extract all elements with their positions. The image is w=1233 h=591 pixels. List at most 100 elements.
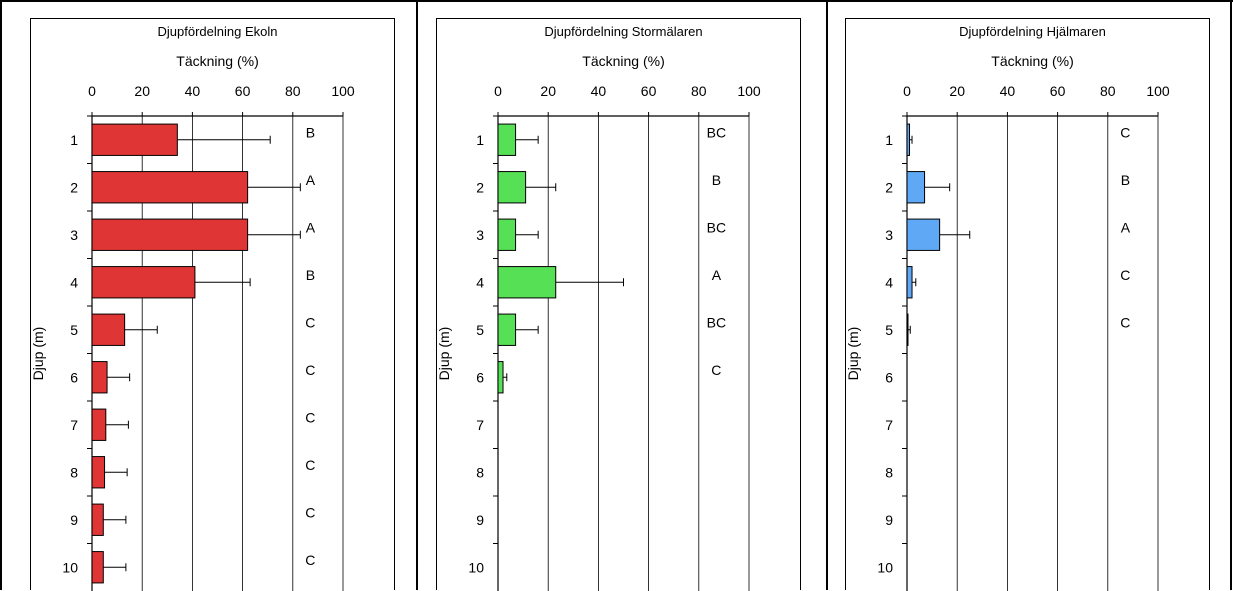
significance-letter: A (306, 172, 316, 188)
y-tick-label: 9 (476, 512, 484, 528)
y-tick-label: 10 (877, 559, 893, 575)
x-axis-label: Täckning (%) (176, 53, 258, 69)
x-tick-label: 60 (641, 83, 657, 99)
significance-letter: C (305, 505, 315, 521)
chart-ekoln: Djupfördelning Ekoln Täckning (%) 0 20 40 60 8… (31, 24, 355, 591)
y-tick-label: 3 (70, 227, 78, 243)
chart-panel-stormalaren: Djupfördelning Stormälaren Täckning (%) 0 2… (436, 18, 801, 591)
bar (906, 171, 926, 204)
x-tick-label: 40 (1000, 83, 1016, 99)
y-tick-label: 4 (885, 274, 893, 290)
divider-left (0, 0, 2, 590)
divider-2 (826, 0, 828, 590)
chart-hjalmaren: Djupfördelning Hjälmaren Täckning (%) 0 20 4… (846, 24, 1170, 591)
bar (906, 123, 911, 156)
y-tick-label: 3 (885, 227, 893, 243)
significance-letter: C (305, 315, 315, 331)
significance-letter: C (711, 362, 721, 378)
x-tick-label: 80 (691, 83, 707, 99)
top-border (0, 0, 1233, 2)
y-tick-label: 8 (70, 464, 78, 480)
y-tick-label: 6 (885, 369, 893, 385)
bar (497, 313, 517, 346)
y-tick-label: 4 (70, 274, 78, 290)
x-tick-label: 20 (949, 83, 965, 99)
significance-letter: A (712, 267, 722, 283)
x-tick-label: 20 (134, 83, 150, 99)
y-tick-label: 2 (476, 179, 484, 195)
x-tick-label: 0 (88, 83, 96, 99)
bar (91, 266, 196, 299)
x-tick-label: 100 (737, 83, 761, 99)
significance-letter: B (306, 125, 315, 141)
bar (91, 313, 126, 346)
bar (497, 171, 527, 204)
divider-right (1230, 0, 1232, 590)
bar (906, 218, 941, 251)
x-tick-label: 80 (285, 83, 301, 99)
bar (91, 551, 104, 584)
bar (91, 408, 107, 441)
significance-letter: B (1121, 172, 1130, 188)
y-tick-label: 9 (885, 512, 893, 528)
y-tick-label: 6 (476, 369, 484, 385)
x-tick-label: 40 (591, 83, 607, 99)
chart-title: Djupfördelning Stormälaren (544, 24, 702, 39)
y-tick-label: 1 (70, 132, 78, 148)
y-tick-label: 9 (70, 512, 78, 528)
bar (497, 266, 557, 299)
x-tick-label: 20 (540, 83, 556, 99)
bar (91, 456, 106, 489)
bar (91, 361, 108, 394)
y-axis-label: Djup (m) (437, 327, 452, 381)
bar (497, 123, 517, 156)
x-tick-label: 80 (1100, 83, 1116, 99)
x-tick-label: 100 (331, 83, 355, 99)
x-tick-label: 0 (494, 83, 502, 99)
y-tick-label: 7 (476, 417, 484, 433)
chart-stormalaren: Djupfördelning Stormälaren Täckning (%) 0 2… (437, 24, 761, 591)
x-axis-label: Täckning (%) (582, 53, 664, 69)
bar (497, 218, 517, 251)
x-tick-label: 40 (185, 83, 201, 99)
significance-letter: C (1120, 125, 1130, 141)
chart-title: Djupfördelning Hjälmaren (959, 24, 1106, 39)
x-tick-label: 60 (1050, 83, 1066, 99)
y-tick-label: 2 (70, 179, 78, 195)
x-axis-label: Täckning (%) (991, 53, 1073, 69)
bar (497, 361, 504, 394)
bar (906, 313, 909, 346)
significance-letter: C (305, 552, 315, 568)
chart-title: Djupfördelning Ekoln (158, 24, 278, 39)
significance-letter: A (306, 220, 316, 236)
significance-letter: C (305, 457, 315, 473)
y-tick-label: 4 (476, 274, 484, 290)
bar (91, 503, 104, 536)
significance-letter: BC (707, 220, 726, 236)
y-tick-label: 2 (885, 179, 893, 195)
y-tick-label: 5 (885, 322, 893, 338)
significance-letter: B (306, 267, 315, 283)
significance-letter: A (1121, 220, 1131, 236)
y-tick-label: 3 (476, 227, 484, 243)
significance-letter: B (712, 172, 721, 188)
significance-letter: BC (707, 125, 726, 141)
y-tick-label: 6 (70, 369, 78, 385)
significance-letter: C (1120, 267, 1130, 283)
chart-panel-hjalmaren: Djupfördelning Hjälmaren Täckning (%) 0 20 4… (845, 18, 1210, 591)
significance-letter: C (305, 362, 315, 378)
chart-panel-ekoln: Djupfördelning Ekoln Täckning (%) 0 20 40 60 8… (30, 18, 395, 591)
significance-letter: C (305, 410, 315, 426)
x-tick-label: 60 (235, 83, 251, 99)
bar (906, 266, 913, 299)
x-tick-label: 0 (903, 83, 911, 99)
y-tick-label: 8 (476, 464, 484, 480)
bar (91, 171, 249, 204)
y-tick-label: 7 (70, 417, 78, 433)
y-tick-label: 10 (468, 559, 484, 575)
significance-letter: BC (707, 315, 726, 331)
y-axis-label: Djup (m) (846, 327, 861, 381)
x-tick-label: 100 (1146, 83, 1170, 99)
y-tick-label: 8 (885, 464, 893, 480)
